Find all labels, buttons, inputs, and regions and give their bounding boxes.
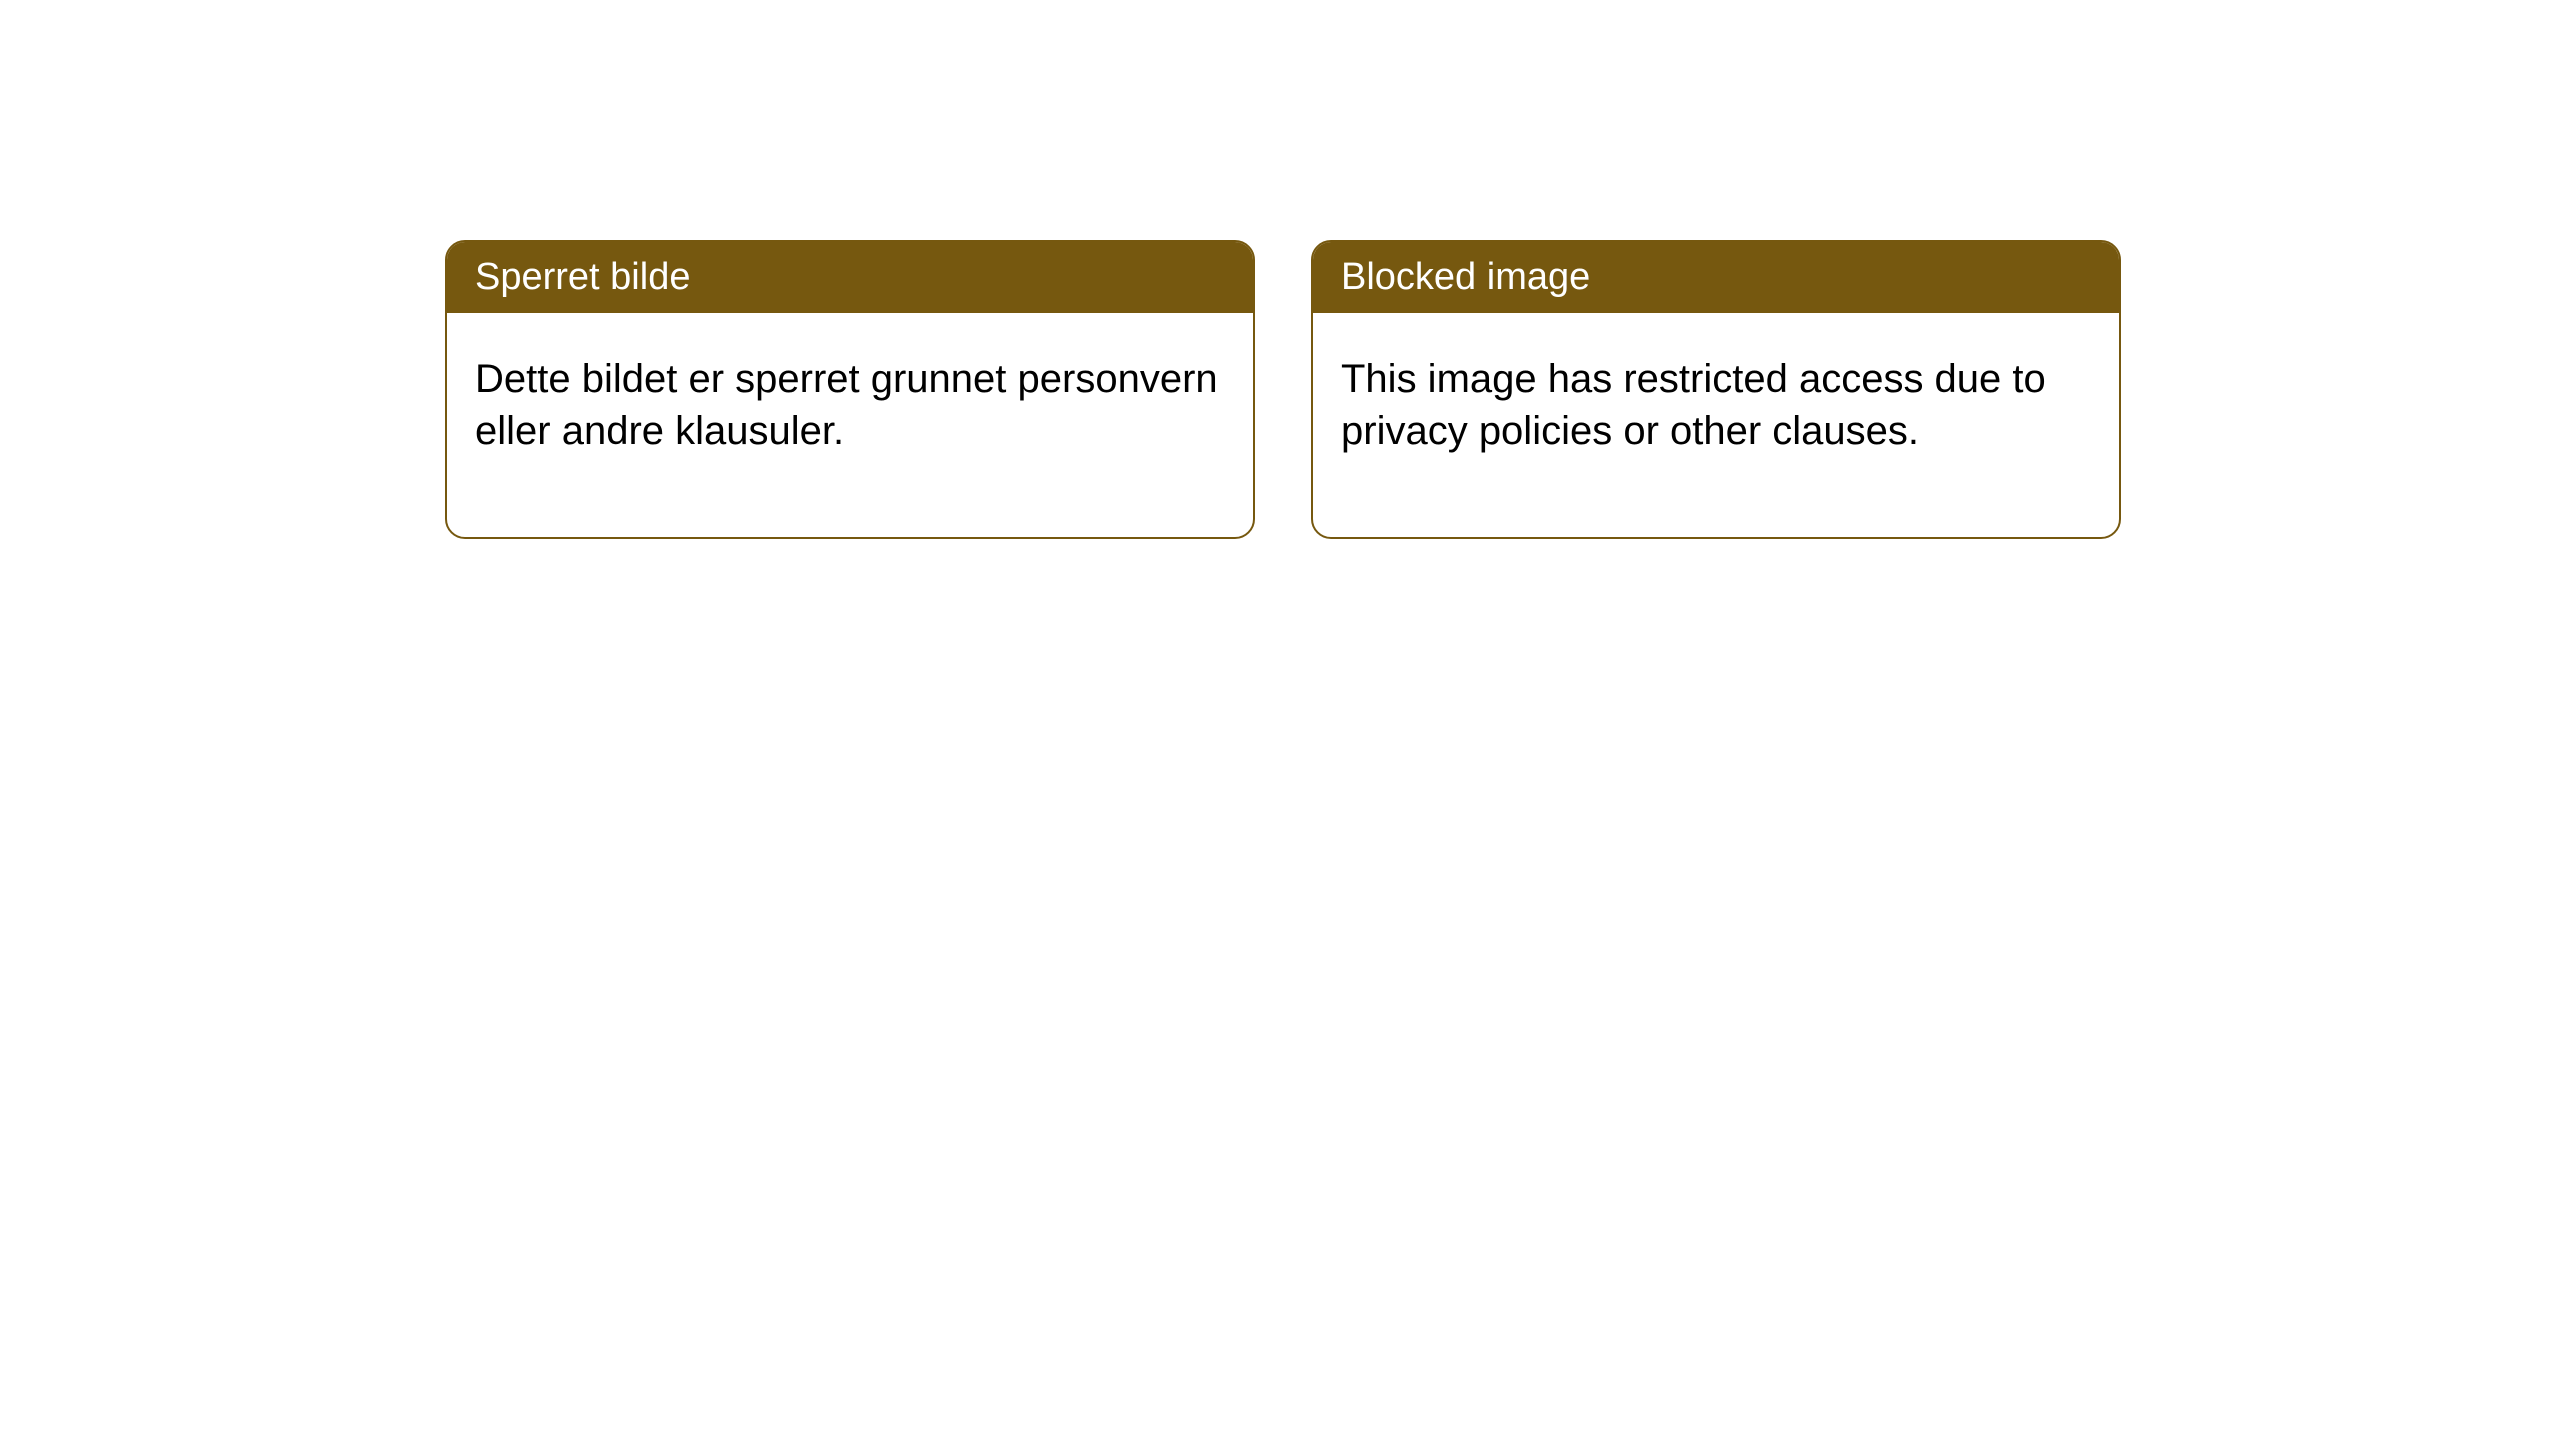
notice-body-norwegian: Dette bildet er sperret grunnet personve… — [447, 313, 1253, 537]
notice-header-english: Blocked image — [1313, 242, 2119, 313]
notice-card-norwegian: Sperret bilde Dette bildet er sperret gr… — [445, 240, 1255, 539]
notice-card-english: Blocked image This image has restricted … — [1311, 240, 2121, 539]
notice-body-english: This image has restricted access due to … — [1313, 313, 2119, 537]
notice-container: Sperret bilde Dette bildet er sperret gr… — [445, 240, 2121, 539]
notice-header-norwegian: Sperret bilde — [447, 242, 1253, 313]
